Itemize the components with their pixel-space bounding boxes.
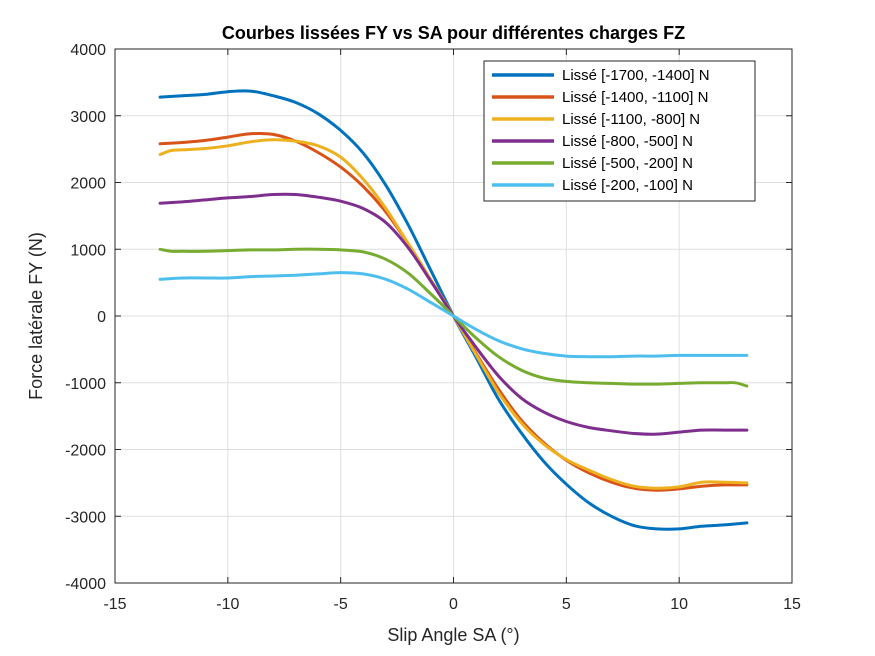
chart-title: Courbes lissées FY vs SA pour différente…	[222, 23, 685, 43]
x-tick-label: 5	[562, 596, 571, 613]
legend-box	[483, 60, 756, 202]
legend-label: Lissé [-800, -500] N	[562, 133, 693, 150]
legend-label: Lissé [-500, -200] N	[562, 155, 693, 172]
x-tick-label: -10	[216, 596, 239, 613]
y-tick-label: 2000	[70, 176, 106, 193]
y-tick-label: 0	[97, 309, 106, 326]
y-tick-label: -2000	[65, 443, 106, 460]
x-axis-ticks: -15 -10 -5 0 5 10 15	[103, 49, 801, 613]
series-line-6	[158, 271, 749, 359]
series-layer	[158, 89, 749, 531]
x-tick-label: -15	[103, 596, 126, 613]
y-axis-ticks: -4000 -3000 -2000 -1000 0 1000 2000 3000 4000	[65, 42, 792, 593]
x-tick-label: 10	[670, 596, 688, 613]
legend-label: Lissé [-1100, -800] N	[562, 111, 700, 128]
y-tick-label: 3000	[70, 109, 106, 126]
x-tick-label: 0	[449, 596, 458, 613]
y-tick-label: 4000	[70, 42, 106, 59]
x-tick-label: 15	[783, 596, 801, 613]
y-tick-label: -1000	[65, 376, 106, 393]
y-tick-label: 1000	[70, 242, 106, 259]
y-axis-label: Force latérale FY (N)	[26, 232, 46, 400]
legend-label: Lissé [-1700, -1400] N	[562, 67, 710, 84]
x-axis-label: Slip Angle SA (°)	[387, 625, 519, 645]
legend-label: Lissé [-200, -100] N	[562, 177, 693, 194]
y-tick-label: -4000	[65, 576, 106, 593]
x-tick-label: -5	[334, 596, 348, 613]
legend: Lissé [-1700, -1400] N Lissé [-1400, -110…	[483, 60, 756, 202]
legend-label: Lissé [-1400, -1100] N	[562, 89, 708, 106]
y-tick-label: -3000	[65, 509, 106, 526]
